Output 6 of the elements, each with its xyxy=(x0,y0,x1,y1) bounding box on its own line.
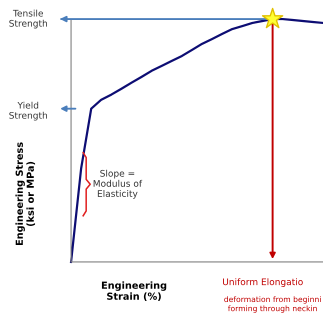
y-axis-title: Engineering Stress (ksi or MPa) xyxy=(15,142,36,246)
annotation: Slope = Modulus of Elasticity xyxy=(94,170,142,199)
text: Yield Strength xyxy=(9,102,47,121)
x-axis-title: Engineering Strain (%) xyxy=(102,281,166,302)
text: Uniform Elongatio xyxy=(223,278,303,287)
ref-line-label: Tensile Strength xyxy=(9,10,47,28)
